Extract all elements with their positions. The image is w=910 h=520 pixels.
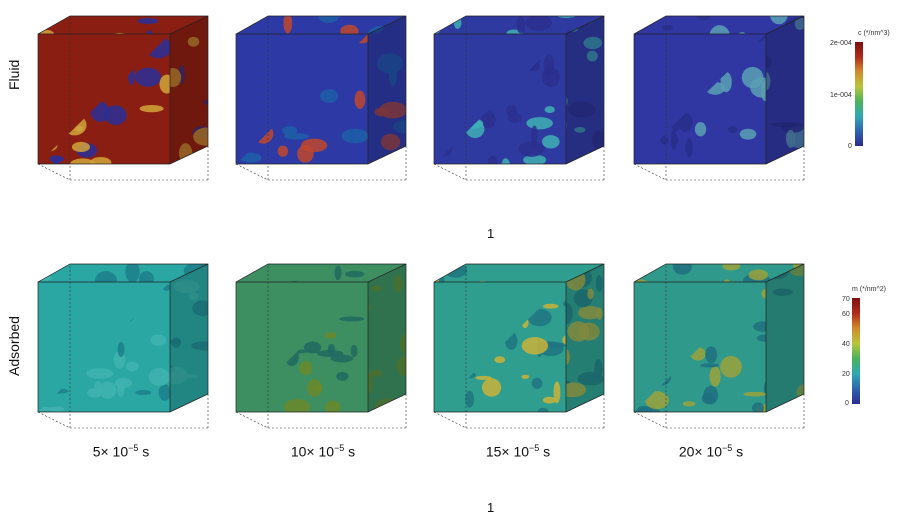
fluid-colorbar-tick-min: 0 xyxy=(848,143,852,150)
bounding-box xyxy=(433,16,605,181)
adsorbed-surface-panel-1 xyxy=(30,260,220,430)
fluid-colorbar-tick-max: 2e-004 xyxy=(830,40,852,47)
cube-face xyxy=(634,34,766,164)
cube-face xyxy=(634,282,766,412)
fluid-volume-panel-1 xyxy=(30,12,220,182)
adsorbed-colorbar-tick-20: 20 xyxy=(842,371,850,378)
row-label-fluid: Fluid xyxy=(6,59,22,90)
cube-edges xyxy=(433,15,605,165)
cube-face xyxy=(38,282,170,412)
cube-face xyxy=(38,264,208,282)
cube-edges xyxy=(37,15,209,165)
fluid-colorbar xyxy=(855,42,863,146)
adsorbed-colorbar-tick-0: 0 xyxy=(845,400,849,407)
adsorbed-colorbar-tick-60: 60 xyxy=(842,311,850,318)
time-label-4: 20× 10−5 s xyxy=(678,443,744,460)
fluid-volume-panel-3 xyxy=(426,12,616,182)
adsorbed-surface-panel-4 xyxy=(626,260,816,430)
cube-edges xyxy=(37,263,209,413)
fluid-volume-panel-4 xyxy=(626,12,816,182)
cube-face xyxy=(634,16,804,34)
cube-edges xyxy=(235,15,407,165)
adsorbed-surface-panel-2 xyxy=(228,260,418,430)
cube-edges xyxy=(633,15,805,165)
cube-face xyxy=(38,16,208,34)
adsorbed-colorbar-title: m (*/nm^2) xyxy=(852,286,887,293)
fluid-figure-number: 1 xyxy=(487,226,495,241)
cube-face xyxy=(236,282,368,412)
bounding-box xyxy=(235,264,407,429)
adsorbed-colorbar-tick-70: 70 xyxy=(842,296,850,303)
cube-face xyxy=(434,264,604,282)
cube-face xyxy=(236,264,406,282)
bounding-box xyxy=(37,264,209,429)
cube-edges xyxy=(633,263,805,413)
adsorbed-figure-number: 1 xyxy=(487,500,495,515)
time-label-3: 15× 10−5 s xyxy=(485,443,551,460)
cube-face xyxy=(236,16,406,34)
time-label-2: 10× 10−5 s xyxy=(290,443,356,460)
porous-structure xyxy=(766,17,804,148)
bounding-box xyxy=(633,16,805,181)
fluid-volume-panel-2 xyxy=(228,12,418,182)
time-label-1: 5× 10−5 s xyxy=(92,443,150,460)
cube-face xyxy=(766,264,804,412)
bounding-box xyxy=(633,264,805,429)
bounding-box xyxy=(235,16,407,181)
adsorbed-surface-panel-3 xyxy=(426,260,616,430)
fluid-colorbar-title: c (*/nm^3) xyxy=(858,30,890,37)
cube-edges xyxy=(433,263,605,413)
bounding-box xyxy=(433,264,605,429)
fluid-colorbar-tick-mid: 1e-004 xyxy=(830,92,852,99)
bounding-box xyxy=(37,16,209,181)
adsorbed-colorbar xyxy=(852,298,860,404)
adsorbed-colorbar-tick-40: 40 xyxy=(842,341,850,348)
row-label-adsorbed: Adsorbed xyxy=(6,316,22,376)
cube-edges xyxy=(235,263,407,413)
